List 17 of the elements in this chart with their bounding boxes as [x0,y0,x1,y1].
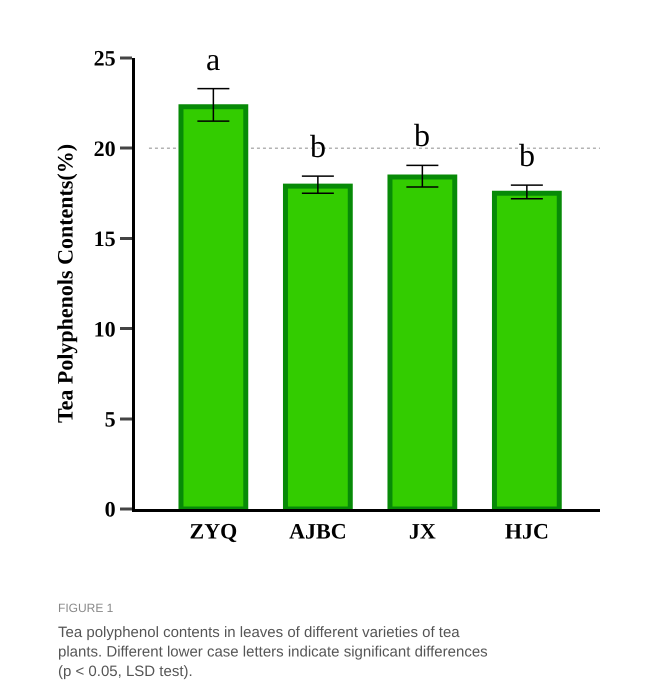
annotation: b [519,137,535,173]
x-tick-label: JX [408,518,436,544]
text: Tea polyphenol contents in leaves of different varieties of tea plants. Different lower case letters indicate significant differences (p < 0.05, LSD test). [58,624,488,680]
caption: FIGURE 1 [58,601,114,615]
x-tick-label: ZYQ [190,518,238,544]
y-tick-label: 10 [94,316,116,342]
y-tick-label: 15 [94,226,116,252]
y-tick-label: 20 [94,136,116,161]
annotation: b [310,128,326,164]
y-tick-label: 0 [104,496,116,522]
y-axis-title: Tea Polyphenols Contents(%) [52,144,78,424]
annotation: a [206,41,220,77]
y-tick-label: 5 [104,406,116,432]
x-tick-label: HJC [504,518,549,544]
y-tick-label: 25 [94,46,116,71]
x-tick-label: AJBC [289,518,347,544]
annotation: b [414,117,430,153]
